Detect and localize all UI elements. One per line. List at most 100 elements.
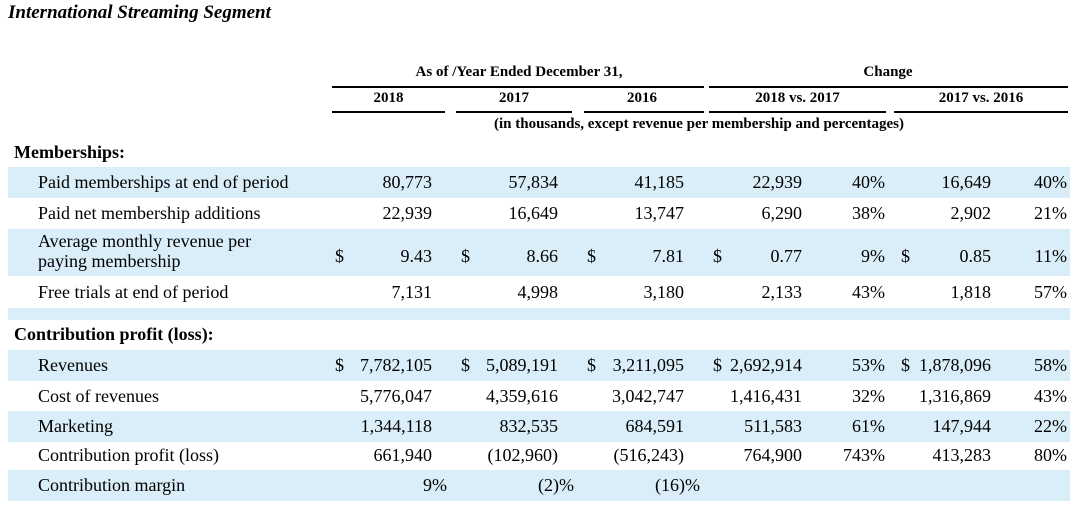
dollar-sign: $ (713, 355, 722, 375)
change-pct-2: 22% (1034, 416, 1067, 436)
change-2017-vs-2016-header: 2017 vs. 2016 (938, 90, 1024, 106)
change-group-header: Change (863, 64, 913, 80)
change-value-1: 1,416,431 (730, 386, 802, 406)
row-label: Marketing (38, 416, 113, 436)
dollar-sign: $ (713, 246, 722, 266)
change-pct-1: 32% (852, 386, 885, 406)
change-pct-2: 21% (1034, 203, 1067, 223)
change-pct-1: 9% (861, 246, 885, 266)
spacer-row (8, 308, 1070, 320)
dollar-sign: $ (587, 246, 596, 266)
change-value-1: 2,133 (761, 282, 803, 302)
value-2017: 5,089,191 (486, 355, 558, 375)
change-value-1: 6,290 (761, 203, 803, 223)
change-pct-1: 40% (852, 172, 885, 192)
value-2017: 4,998 (517, 282, 559, 302)
value-2017: 57,834 (508, 172, 559, 192)
value-2018: 661,940 (373, 445, 433, 465)
value-2018: 9.43 (400, 246, 433, 266)
table-row: Contribution profit (loss) 661,940 (102,… (8, 440, 1070, 471)
table-row: Paid memberships at end of period 80,773… (8, 167, 1070, 198)
change-pct-1: 743% (843, 445, 885, 465)
segment-title: International Streaming Segment (8, 2, 271, 23)
change-value-1: 2,692,914 (730, 355, 802, 375)
change-value-1: 22,939 (752, 172, 803, 192)
row-label: Free trials at end of period (38, 282, 229, 302)
change-pct-1: 38% (852, 203, 885, 223)
year-2017-header: 2017 (499, 90, 529, 106)
header-rule-years (332, 86, 704, 88)
header-rule-change (709, 86, 1068, 88)
dollar-sign: $ (461, 246, 470, 266)
row-label: Contribution margin (38, 475, 186, 495)
dollar-sign: $ (587, 355, 596, 375)
row-label: Revenues (38, 355, 108, 375)
row-label: Cost of revenues (38, 386, 159, 406)
value-2016: 3,042,747 (612, 386, 684, 406)
change-2018-vs-2017-header: 2018 vs. 2017 (755, 90, 840, 106)
table-row: Marketing 1,344,118 832,535 684,591 511,… (8, 411, 1070, 442)
value-2016: 13,747 (634, 203, 685, 223)
value-2016: 7.81 (652, 246, 685, 266)
dollar-sign: $ (901, 355, 910, 375)
value-2018: 9% (423, 475, 447, 495)
rule-change-1 (709, 111, 886, 113)
row-label: Paid net membership additions (38, 203, 261, 223)
change-value-1: 0.77 (770, 246, 803, 266)
change-value-2: 16,649 (941, 172, 992, 192)
value-2016: 3,211,095 (612, 355, 684, 375)
value-2018: 7,782,105 (360, 355, 432, 375)
row-label: Contribution profit (loss) (38, 445, 219, 465)
change-value-2: 1,316,869 (919, 386, 991, 406)
rule-change-2 (894, 111, 1068, 113)
rule-2018 (332, 111, 445, 113)
table-row: Contribution margin 9% (2)% (16)% (8, 470, 1070, 501)
table-row: Average monthly revenue per paying membe… (8, 229, 1070, 276)
value-2016: (516,243) (613, 445, 685, 465)
year-group-header: As of /Year Ended December 31, (415, 64, 623, 80)
change-value-2: 0.85 (959, 246, 992, 266)
value-2016: (16)% (655, 475, 700, 495)
row-label: Average monthly revenue per paying membe… (38, 231, 252, 271)
change-pct-2: 40% (1034, 172, 1067, 192)
value-2016: 41,185 (634, 172, 685, 192)
change-pct-2: 58% (1034, 355, 1067, 375)
dollar-sign: $ (901, 246, 910, 266)
dollar-sign: $ (335, 355, 344, 375)
table-row: Cost of revenues 5,776,047 4,359,616 3,0… (8, 381, 1070, 412)
change-value-2: 2,902 (950, 203, 992, 223)
value-2018: 22,939 (382, 203, 433, 223)
change-pct-2: 57% (1034, 282, 1067, 302)
change-pct-1: 61% (852, 416, 885, 436)
value-2016: 3,180 (643, 282, 685, 302)
change-pct-2: 80% (1034, 445, 1067, 465)
rule-2016 (584, 111, 704, 113)
section-contribution: Contribution profit (loss): (14, 324, 214, 344)
value-2018: 80,773 (382, 172, 433, 192)
change-value-1: 511,583 (744, 416, 802, 436)
change-value-2: 147,944 (932, 416, 992, 436)
value-2016: 684,591 (625, 416, 685, 436)
dollar-sign: $ (461, 355, 470, 375)
change-value-1: 764,900 (743, 445, 803, 465)
value-2017: 4,359,616 (486, 386, 558, 406)
section-memberships: Memberships: (14, 142, 125, 162)
table-row: Paid net membership additions 22,939 16,… (8, 198, 1070, 229)
change-value-2: 1,818 (950, 282, 992, 302)
year-2016-header: 2016 (627, 90, 657, 106)
units-note: (in thousands, except revenue per member… (494, 116, 904, 132)
value-2018: 7,131 (391, 282, 433, 302)
year-2018-header: 2018 (373, 90, 404, 106)
value-2017: (102,960) (487, 445, 559, 465)
value-2017: (2)% (538, 475, 574, 495)
change-pct-2: 11% (1034, 246, 1067, 266)
rule-2017 (456, 111, 572, 113)
value-2017: 16,649 (508, 203, 559, 223)
row-label: Paid memberships at end of period (38, 172, 289, 192)
value-2017: 8.66 (526, 246, 559, 266)
change-pct-1: 43% (852, 282, 885, 302)
value-2018: 5,776,047 (360, 386, 432, 406)
change-pct-1: 53% (852, 355, 885, 375)
table-row: Revenues $ 7,782,105 $ 5,089,191 $ 3,211… (8, 350, 1070, 381)
change-value-2: 413,283 (932, 445, 992, 465)
